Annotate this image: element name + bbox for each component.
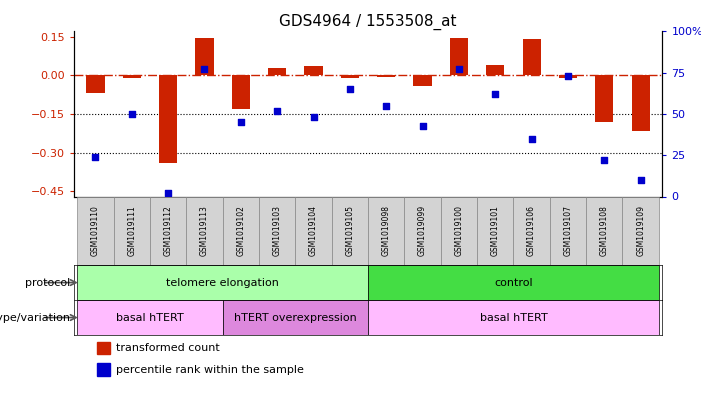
- Point: [126, 111, 137, 117]
- Bar: [486, 65, 504, 75]
- Bar: [586, 196, 622, 265]
- Text: hTERT overexpression: hTERT overexpression: [234, 312, 357, 323]
- Text: GSM1019104: GSM1019104: [309, 206, 318, 256]
- Bar: [559, 75, 577, 78]
- Bar: [550, 196, 586, 265]
- Text: GSM1019111: GSM1019111: [128, 206, 136, 256]
- Text: GSM1019098: GSM1019098: [382, 206, 390, 256]
- Text: transformed count: transformed count: [116, 343, 219, 353]
- Point: [454, 66, 465, 73]
- Bar: [332, 196, 368, 265]
- Bar: [186, 196, 223, 265]
- Point: [344, 86, 355, 92]
- Point: [562, 73, 573, 79]
- Text: GSM1019113: GSM1019113: [200, 206, 209, 256]
- Bar: [123, 75, 141, 78]
- Point: [381, 103, 392, 109]
- Text: genotype/variation: genotype/variation: [0, 312, 70, 323]
- Text: basal hTERT: basal hTERT: [116, 312, 184, 323]
- Text: GSM1019110: GSM1019110: [91, 206, 100, 256]
- Text: control: control: [494, 277, 533, 288]
- Point: [271, 108, 283, 114]
- Bar: [368, 196, 404, 265]
- Point: [163, 190, 174, 196]
- Bar: [522, 39, 540, 75]
- Bar: [77, 265, 368, 300]
- Point: [526, 136, 537, 142]
- Point: [417, 122, 428, 129]
- Bar: [513, 196, 550, 265]
- Title: GDS4964 / 1553508_at: GDS4964 / 1553508_at: [279, 14, 457, 30]
- Text: GSM1019102: GSM1019102: [236, 206, 245, 256]
- Point: [199, 66, 210, 73]
- Text: GSM1019101: GSM1019101: [491, 206, 500, 256]
- Text: telomere elongation: telomere elongation: [166, 277, 279, 288]
- Bar: [595, 75, 613, 122]
- Bar: [150, 196, 186, 265]
- Text: GSM1019099: GSM1019099: [418, 205, 427, 257]
- Text: GSM1019107: GSM1019107: [564, 206, 573, 256]
- Point: [308, 114, 319, 120]
- Text: GSM1019106: GSM1019106: [527, 206, 536, 256]
- Text: GSM1019103: GSM1019103: [273, 206, 282, 256]
- Bar: [341, 75, 359, 78]
- Bar: [159, 75, 177, 163]
- Bar: [268, 68, 286, 75]
- Bar: [114, 196, 150, 265]
- Bar: [632, 75, 650, 131]
- Point: [90, 154, 101, 160]
- Bar: [259, 196, 295, 265]
- Text: GSM1019112: GSM1019112: [163, 206, 172, 256]
- Bar: [77, 196, 114, 265]
- Bar: [304, 66, 322, 75]
- Bar: [622, 196, 659, 265]
- Bar: [404, 196, 441, 265]
- Text: GSM1019100: GSM1019100: [454, 206, 463, 256]
- Text: percentile rank within the sample: percentile rank within the sample: [116, 365, 304, 375]
- Point: [489, 91, 501, 97]
- Bar: [295, 196, 332, 265]
- Bar: [232, 75, 250, 109]
- Point: [236, 119, 247, 125]
- Bar: [368, 300, 659, 335]
- Point: [635, 177, 646, 183]
- Bar: [477, 196, 513, 265]
- Point: [599, 157, 610, 163]
- Bar: [377, 75, 395, 77]
- Bar: [86, 75, 104, 93]
- Bar: [450, 38, 468, 75]
- Bar: [223, 196, 259, 265]
- Text: protocol: protocol: [25, 277, 70, 288]
- Bar: [77, 300, 223, 335]
- Bar: [223, 300, 368, 335]
- Bar: [97, 363, 110, 376]
- Bar: [368, 265, 659, 300]
- Text: basal hTERT: basal hTERT: [479, 312, 547, 323]
- Bar: [441, 196, 477, 265]
- Bar: [414, 75, 432, 86]
- Text: GSM1019105: GSM1019105: [346, 206, 354, 256]
- Bar: [196, 38, 214, 75]
- Text: GSM1019109: GSM1019109: [636, 206, 645, 256]
- Bar: [97, 342, 110, 354]
- Text: GSM1019108: GSM1019108: [600, 206, 608, 256]
